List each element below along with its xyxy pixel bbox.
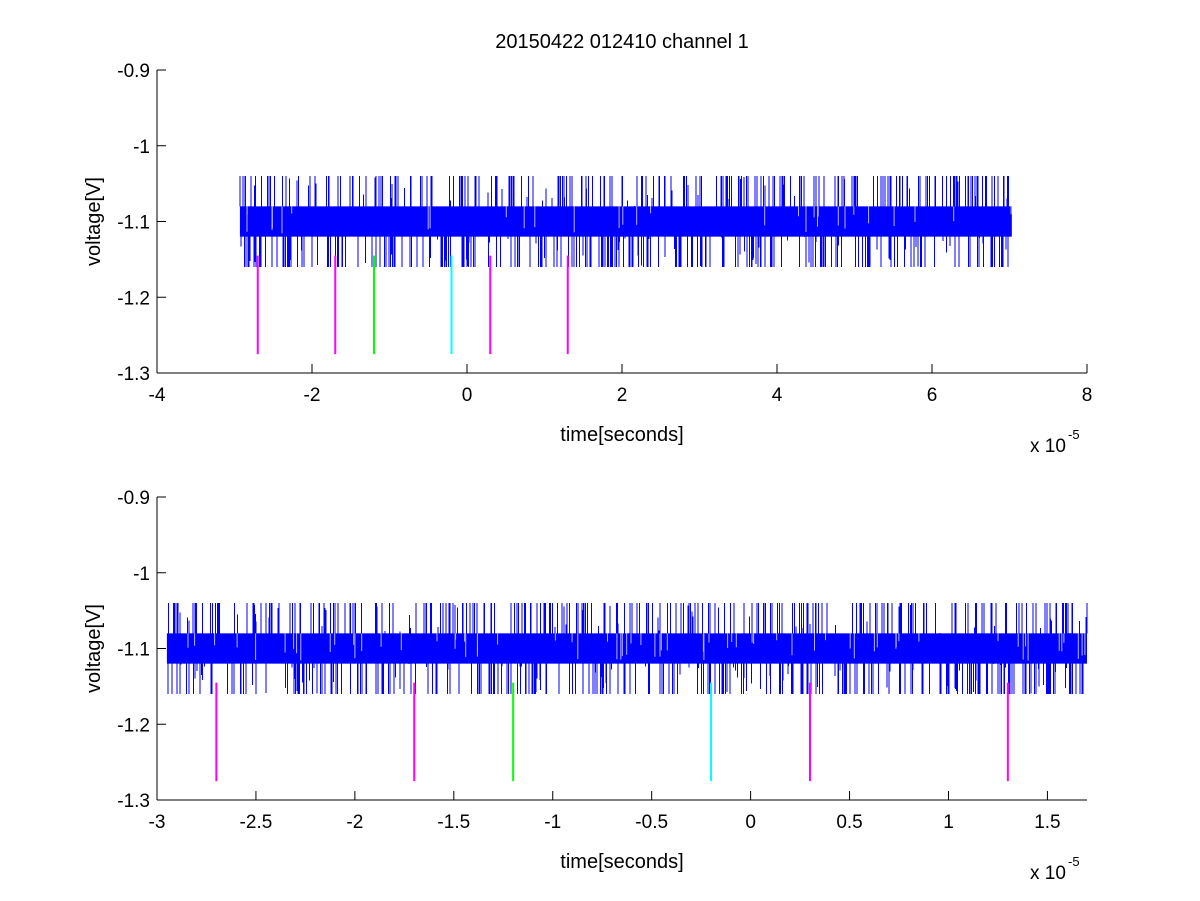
x-tick-label: 0.5: [836, 812, 862, 833]
x-tick-label: 1.5: [1034, 812, 1060, 833]
x-multiplier: x 10: [1030, 436, 1066, 457]
y-tick-label: -1.3: [117, 364, 150, 385]
y-tick-label: -0.9: [117, 488, 150, 509]
bottom-subplot: -3 -2.5 -2 -1.5 -1 -0.5 0 0.5 1 1.5 -1.3 -1.2 -1.1 -1…: [83, 488, 1088, 884]
y-axis-label: voltage[V]: [83, 177, 105, 266]
x-tick-label: -0.5: [635, 812, 668, 833]
x-tick-label: -2: [346, 812, 363, 833]
y-tick-label: -1.3: [117, 791, 150, 812]
y-tick-label: -1.2: [117, 715, 150, 736]
x-tick-label: -2.5: [240, 812, 273, 833]
x-tick-label: -4: [149, 385, 166, 406]
x-tick-label: 6: [927, 385, 938, 406]
x-tick-label: -3: [149, 812, 166, 833]
y-tick-label: -1.1: [117, 640, 150, 661]
top-subplot: 20150422 012410 channel 1 -4 -2 0 2 4 6 8 -1.3 -1…: [83, 31, 1092, 457]
x-tick-label: -1: [544, 812, 561, 833]
x-exponent: -5: [1068, 427, 1080, 442]
x-tick-label: 8: [1082, 385, 1093, 406]
x-exponent: -5: [1068, 854, 1080, 869]
y-axis-label: voltage[V]: [83, 604, 105, 693]
signal-spikes: [167, 603, 1088, 694]
x-tick-label: -1.5: [437, 812, 470, 833]
y-tick-label: -0.9: [117, 61, 150, 82]
signal-texture: [187, 633, 1086, 661]
signal-series: [239, 176, 1012, 267]
x-tick-label: 0: [745, 812, 756, 833]
x-tick-label: -2: [304, 385, 321, 406]
x-axis-label: time[seconds]: [560, 424, 683, 446]
signal-series: [166, 603, 1088, 694]
signal-texture: [246, 206, 1012, 234]
chart-title: 20150422 012410 channel 1: [495, 31, 749, 53]
signal-spikes: [239, 176, 1010, 267]
y-tick-label: -1: [133, 137, 150, 158]
y-tick-label: -1: [133, 564, 150, 585]
y-tick-label: -1.1: [117, 213, 150, 234]
x-tick-label: 2: [617, 385, 628, 406]
x-tick-label: 1: [943, 812, 954, 833]
x-tick-label: 0: [462, 385, 473, 406]
y-tick-label: -1.2: [117, 288, 150, 309]
x-axis-label: time[seconds]: [560, 851, 683, 873]
x-tick-label: 4: [772, 385, 783, 406]
x-multiplier: x 10: [1030, 863, 1066, 884]
signal-band: [239, 206, 1012, 237]
